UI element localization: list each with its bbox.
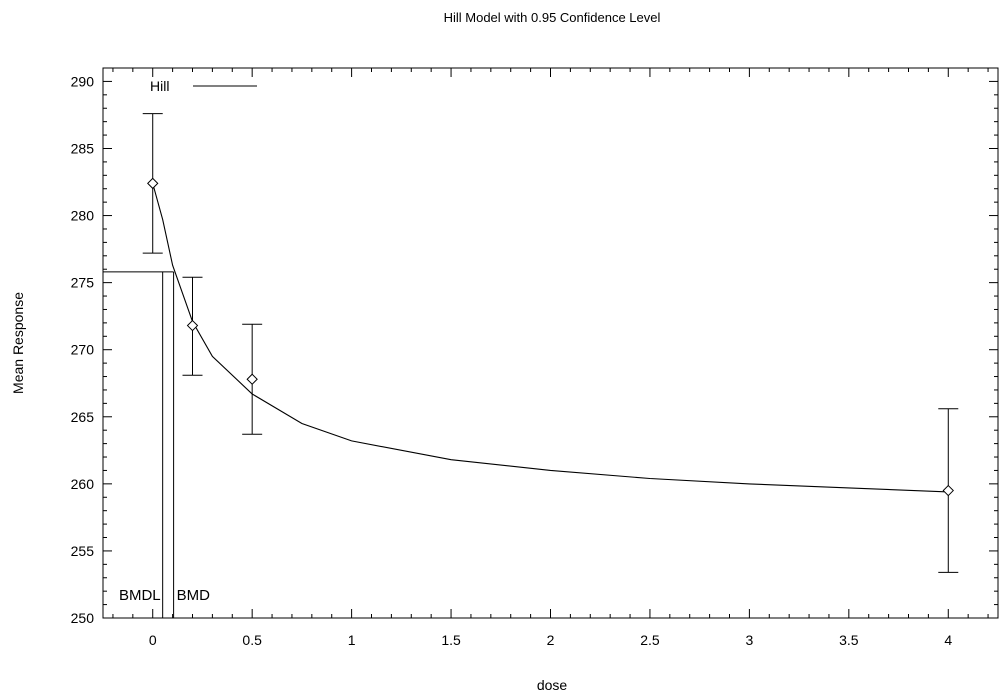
- y-tick-label: 285: [71, 140, 95, 156]
- data-point-marker: [246, 373, 258, 385]
- plot-frame: [102, 67, 999, 619]
- y-tick-label: 290: [71, 73, 95, 89]
- y-tick-label: 275: [71, 275, 95, 291]
- x-tick-label: 1.5: [441, 632, 461, 648]
- plot-area: 250 255 260 265 270 275 280 285 290 0 0.5 1 1.5 2 2.5 3…: [71, 67, 999, 648]
- x-tick-label: 2: [547, 632, 555, 648]
- x-axis-title: dose: [537, 677, 568, 693]
- x-tick-label: 0: [149, 632, 157, 648]
- x-tick-label: 4: [944, 632, 952, 648]
- y-tick-label: 255: [71, 543, 95, 559]
- x-tick-label: 3: [745, 632, 753, 648]
- y-tick-label: 280: [71, 208, 95, 224]
- x-tick-label: 0.5: [242, 632, 262, 648]
- y-tick-label: 270: [71, 342, 95, 358]
- y-tick-label: 260: [71, 476, 95, 492]
- y-tick-label: 250: [71, 610, 95, 626]
- x-tick-label: 1: [348, 632, 356, 648]
- x-tick-label: 2.5: [640, 632, 660, 648]
- data-point-marker: [942, 484, 954, 497]
- legend-label-hill: Hill: [150, 78, 169, 94]
- hill-model-curve: [152, 183, 949, 493]
- y-axis-title: Mean Response: [10, 292, 26, 394]
- chart-title: Hill Model with 0.95 Confidence Level: [444, 10, 661, 25]
- bmdl-label: BMDL: [119, 587, 161, 604]
- y-tick-label: 265: [71, 409, 95, 425]
- bmd-label: BMD: [177, 587, 211, 604]
- x-tick-label: 3.5: [839, 632, 859, 648]
- data-point-marker: [186, 319, 199, 332]
- data-point-marker: [147, 177, 159, 190]
